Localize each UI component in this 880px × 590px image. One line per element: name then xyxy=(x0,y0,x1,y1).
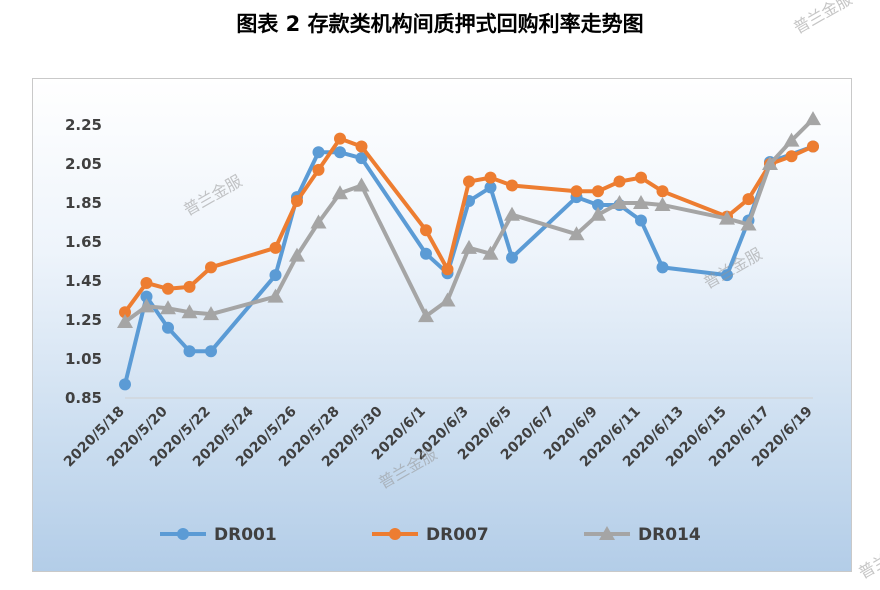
series-dr007-point xyxy=(785,150,798,163)
series-dr014-point xyxy=(783,132,800,147)
legend-item-dr007: DR007 xyxy=(372,525,489,545)
series-dr001-point xyxy=(162,321,174,334)
series-dr007-point xyxy=(807,140,819,153)
series-dr014-point xyxy=(590,206,606,221)
series-dr007-point xyxy=(441,263,454,276)
series-dr007-point xyxy=(312,163,325,176)
y-tick-label: 1.85 xyxy=(65,194,102,212)
series-dr001-point xyxy=(355,152,368,165)
series-dr007-point xyxy=(162,282,174,295)
series-dr001-point xyxy=(269,269,282,282)
series-dr001-point xyxy=(592,198,604,211)
y-axis: 0.85 1.05 1.25 1.45 1.65 1.85 2.05 2.25 xyxy=(65,116,102,407)
series-dr007-point xyxy=(420,224,432,237)
series-dr014 xyxy=(117,111,821,328)
y-tick-label: 0.85 xyxy=(65,389,102,407)
series-dr014-point xyxy=(504,206,520,221)
series-dr007-point xyxy=(635,171,647,184)
series-dr001-point xyxy=(484,181,497,194)
legend-item-dr014: DR014 xyxy=(584,525,701,545)
series-layer xyxy=(117,111,821,391)
series-dr007-point xyxy=(656,185,669,198)
series-dr001-point xyxy=(635,214,647,227)
series-dr007-point xyxy=(506,179,518,192)
series-dr001-point xyxy=(183,345,196,358)
series-dr001-point xyxy=(420,247,432,260)
series-dr001-point xyxy=(656,261,669,274)
legend-label: DR007 xyxy=(426,525,489,545)
series-dr014-point xyxy=(805,111,821,126)
page-title: 图表 2 存款类机构间质押式回购利率走势图 xyxy=(236,12,644,36)
legend-marker-point xyxy=(389,528,401,540)
series-dr014-point xyxy=(203,306,219,321)
legend-marker-point xyxy=(177,528,189,540)
series-dr014-point xyxy=(762,156,778,170)
series-dr014-point xyxy=(439,292,456,307)
series-dr001-point xyxy=(119,378,131,391)
series-dr007-point xyxy=(119,306,131,319)
series-dr014-point xyxy=(654,196,671,211)
series-dr014-point xyxy=(418,308,434,323)
series-dr001 xyxy=(119,140,819,391)
series-dr014-point xyxy=(353,177,370,192)
series-dr014-point xyxy=(181,304,198,319)
series-dr014-point xyxy=(568,226,585,241)
series-dr007-point xyxy=(484,171,497,184)
series-dr007-point xyxy=(742,193,755,206)
series-dr014-point xyxy=(482,245,499,260)
series-dr001-point xyxy=(721,269,733,282)
series-dr007-point xyxy=(463,175,475,188)
y-tick-label: 2.05 xyxy=(65,155,102,173)
series-dr014-point xyxy=(289,247,305,262)
series-dr014-point xyxy=(267,288,284,303)
series-dr007-point xyxy=(592,185,604,198)
legend-marker-point xyxy=(599,526,615,540)
series-dr014-point xyxy=(117,313,133,328)
series-dr007-point xyxy=(205,261,217,274)
series-dr014-point xyxy=(461,239,477,254)
series-dr001-point xyxy=(205,345,217,358)
series-dr007-point xyxy=(140,276,153,289)
legend-label: DR014 xyxy=(638,525,701,545)
y-tick-label: 1.45 xyxy=(65,272,102,290)
series-dr007-point xyxy=(355,140,368,153)
series-dr014-point xyxy=(160,300,176,315)
series-dr014-point xyxy=(332,185,348,200)
series-dr007-point xyxy=(334,132,346,145)
series-dr014-point xyxy=(310,214,327,229)
series-dr007-point xyxy=(291,195,303,208)
legend: DR001 DR007 DR014 xyxy=(160,525,701,545)
legend-item-dr001: DR001 xyxy=(160,525,277,545)
series-dr014-point xyxy=(719,210,735,225)
series-dr007-point xyxy=(570,185,583,198)
series-dr007-point xyxy=(269,241,282,254)
y-tick-label: 1.65 xyxy=(65,233,102,251)
series-dr007-point xyxy=(183,280,196,293)
y-tick-label: 1.05 xyxy=(65,350,102,368)
series-dr001-point xyxy=(140,290,153,303)
series-dr014-point xyxy=(138,298,155,313)
series-dr014-point xyxy=(740,216,757,231)
series-dr001-point xyxy=(506,251,518,264)
series-dr014-point xyxy=(611,195,628,209)
series-dr001-point xyxy=(334,146,346,159)
series-dr007-point xyxy=(613,175,626,188)
y-tick-label: 2.25 xyxy=(65,116,102,134)
y-tick-label: 1.25 xyxy=(65,311,102,329)
series-dr014-point xyxy=(633,195,649,209)
series-dr001-point xyxy=(312,146,325,159)
legend-label: DR001 xyxy=(214,525,277,545)
